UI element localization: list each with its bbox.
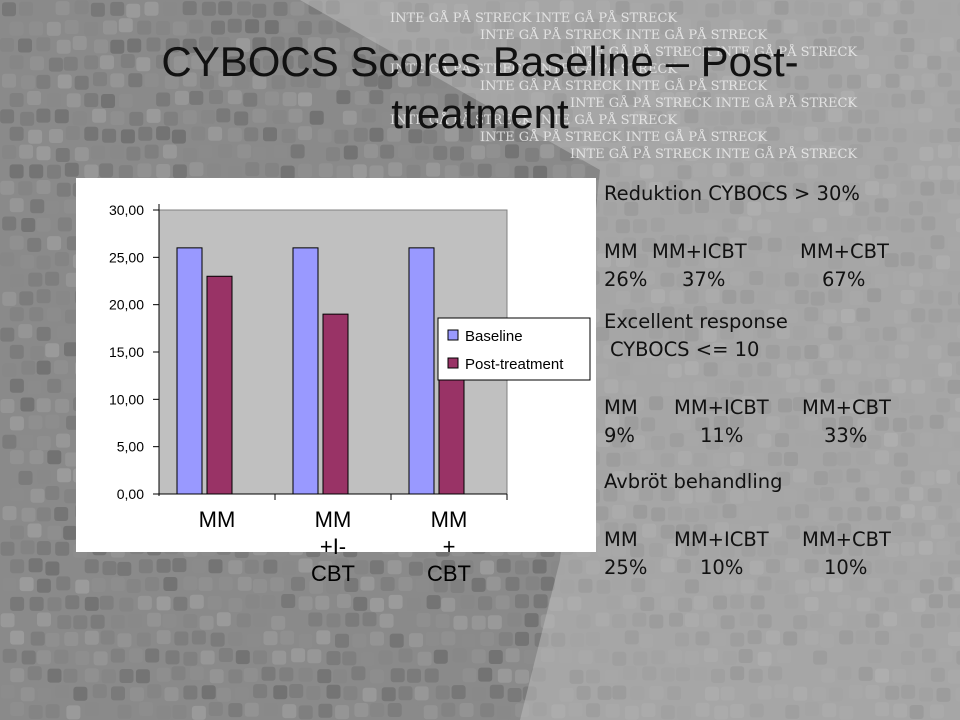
x-category-label: MM + CBT <box>427 507 471 586</box>
dropout-value-mm: 25% <box>604 556 648 579</box>
reduction-heading: Reduktion CYBOCS > 30% <box>604 182 860 205</box>
svg-text:INTE GÅ PÅ STRECK INTE GÅ PÅ: INTE GÅ PÅ STRECK INTE GÅ PÅ STRECK <box>570 44 857 60</box>
chart-panel: 30,00 25,00 20,00 15,00 10,00 5,00 0,00 Baselin… <box>76 178 596 586</box>
bar-baseline-0 <box>176 247 203 495</box>
x-category-label: MM <box>198 507 236 532</box>
dropout-heading: Avbröt behandling <box>604 470 783 493</box>
excellent-group-mmicbt: MM+ICBT <box>674 396 769 419</box>
excellent-value-mmcbt: 33% <box>824 424 868 447</box>
bar-post-treatment-0 <box>206 275 233 495</box>
bar-baseline-1 <box>292 247 319 495</box>
legend-label: Baseline <box>465 328 523 345</box>
title-line-1: CYBOCS Scores Baseline – Post- <box>161 38 799 85</box>
dropout-values-row: 25% 10% 10% <box>604 554 904 582</box>
y-tick-label: 30,00 <box>109 202 144 218</box>
y-tick-label: 20,00 <box>109 297 144 313</box>
legend-label: Post-treatment <box>465 356 564 373</box>
reduction-group-mmicbt: MM+ICBT <box>652 240 747 263</box>
bar-post-treatment-1 <box>322 313 349 495</box>
legend-swatch <box>447 329 459 341</box>
dropout-group-mm: MM <box>604 528 638 551</box>
svg-text:INTE GÅ PÅ STRECK INTE GÅ PÅ: INTE GÅ PÅ STRECK INTE GÅ PÅ STRECK <box>570 146 857 162</box>
reduction-value-mm: 26% <box>604 268 648 291</box>
reduction-groups-row: MM MM+ICBT MM+CBT <box>604 238 904 266</box>
y-tick-label: 5,00 <box>117 439 144 455</box>
dropout-group-mmicbt: MM+ICBT <box>674 528 769 551</box>
excellent-group-mmcbt: MM+CBT <box>802 396 891 419</box>
dropout-value-mmcbt: 10% <box>824 556 868 579</box>
excellent-group-mm: MM <box>604 396 638 419</box>
svg-text:INTE GÅ PÅ STRECK INTE GÅ PÅ: INTE GÅ PÅ STRECK INTE GÅ PÅ STRECK <box>480 27 767 43</box>
y-tick-label: 25,00 <box>109 249 144 265</box>
svg-text:INTE GÅ PÅ STRECK INTE GÅ PÅ: INTE GÅ PÅ STRECK INTE GÅ PÅ STRECK <box>480 129 767 145</box>
reduction-value-mmicbt: 37% <box>682 268 726 291</box>
legend-box <box>437 317 591 381</box>
watermark-text: INTE GÅ PÅ STRECK INTE GÅ PÅ STRECKINTE … <box>390 10 857 162</box>
reduction-values-row: 26% 37% 67% <box>604 266 904 294</box>
y-tick-label: 15,00 <box>109 344 144 360</box>
excellent-groups-row: MM MM+ICBT MM+CBT <box>604 394 904 422</box>
y-tick-label: 0,00 <box>117 486 144 502</box>
chart-legend: Baseline Post-treatment <box>437 317 591 381</box>
title-line-2: treatment <box>391 90 569 137</box>
excellent-value-mm: 9% <box>604 424 635 447</box>
bar-post-treatment-2 <box>438 360 465 495</box>
reduction-value-mmcbt: 67% <box>822 268 866 291</box>
bar-baseline-2 <box>408 247 435 495</box>
svg-text:INTE GÅ PÅ STRECK INTE GÅ PÅ: INTE GÅ PÅ STRECK INTE GÅ PÅ STRECK <box>570 95 857 111</box>
dropout-group-mmcbt: MM+CBT <box>802 528 891 551</box>
excellent-heading-2: CYBOCS <= 10 <box>610 338 760 361</box>
reduction-group-mmcbt: MM+CBT <box>800 240 889 263</box>
svg-text:INTE GÅ PÅ STRECK INTE GÅ PÅ: INTE GÅ PÅ STRECK INTE GÅ PÅ STRECK <box>480 78 767 94</box>
bar-chart: 30,00 25,00 20,00 15,00 10,00 5,00 0,00 Baselin… <box>109 202 591 502</box>
slide-title: CYBOCS Scores Baseline – Post- treatment <box>40 36 920 140</box>
excellent-heading-1: Excellent response <box>604 310 788 333</box>
legend-swatch <box>447 357 459 369</box>
dropout-groups-row: MM MM+ICBT MM+CBT <box>604 526 904 554</box>
svg-text:INTE GÅ PÅ STRECK INTE GÅ PÅ: INTE GÅ PÅ STRECK INTE GÅ PÅ STRECK <box>390 61 677 77</box>
excellent-value-mmicbt: 11% <box>700 424 744 447</box>
excellent-values-row: 9% 11% 33% <box>604 422 904 450</box>
reduction-group-mm: MM <box>604 240 638 263</box>
svg-text:INTE GÅ PÅ STRECK INTE GÅ PÅ: INTE GÅ PÅ STRECK INTE GÅ PÅ STRECK <box>390 112 677 128</box>
svg-text:INTE GÅ PÅ STRECK INTE GÅ PÅ: INTE GÅ PÅ STRECK INTE GÅ PÅ STRECK <box>390 10 677 26</box>
y-tick-label: 10,00 <box>109 391 144 407</box>
dropout-value-mmicbt: 10% <box>700 556 744 579</box>
x-category-label: MM +I- CBT <box>311 507 355 586</box>
